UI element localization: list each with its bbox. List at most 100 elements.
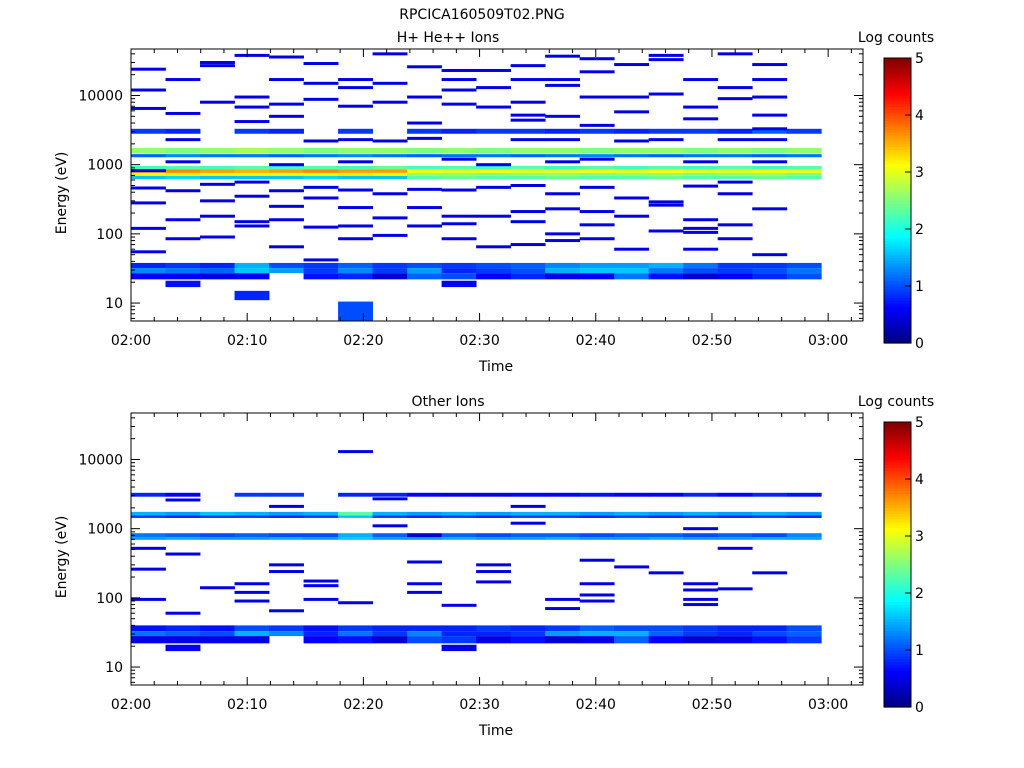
heatmap-cell [510,515,546,518]
colorbar-segment [884,132,911,136]
heatmap-cell [269,563,304,567]
colorbar-segment [884,217,911,222]
heatmap-cell [407,625,443,632]
heatmap-cell [165,165,201,170]
colorbar-tick-label: 3 [915,165,924,181]
colorbar-segment [884,203,911,207]
heatmap-cell [269,625,304,632]
heatmap-cell [441,128,477,134]
heatmap-cell [441,68,477,72]
heatmap-cell [131,67,166,71]
heatmap-cell [510,147,546,154]
colorbar-segment [884,237,911,241]
heatmap-cell [234,194,270,198]
heatmap-cell [786,268,822,274]
heatmap-cell [683,515,719,518]
heatmap-cell [614,63,650,67]
heatmap-cell [234,636,270,644]
heatmap-cell [234,268,270,274]
heatmap-cell [303,147,339,154]
heatmap-cell [303,584,339,588]
heatmap-cell [579,599,615,603]
heatmap-cell [407,172,443,176]
heatmap-cell [545,492,581,497]
heatmap-cell [200,182,235,186]
heatmap-cell [269,268,304,274]
heatmap-cell [303,258,339,262]
heatmap-cell [614,565,650,569]
heatmap-cell [510,220,546,224]
heatmap-cell [338,537,373,540]
heatmap-cell [407,273,443,280]
heatmap-cell [510,169,546,173]
colorbar-segment [884,484,911,489]
heatmap-cell [441,102,477,106]
heatmap-cell [786,533,822,538]
x-axis-label: Time [478,359,513,375]
heatmap-cell [131,537,166,540]
colorbar-segment [884,197,911,202]
colorbar-segment [884,211,911,216]
heatmap-cell [752,113,788,117]
heatmap-cell [407,65,443,69]
heatmap-cell [545,83,581,87]
colorbar-segment [884,627,911,631]
heatmap-cell [165,498,201,502]
heatmap-cell [579,515,615,518]
heatmap-cell [303,636,339,644]
colorbar-segment [884,75,911,79]
heatmap-cell [407,590,443,594]
heatmap-cell [131,533,166,538]
colorbar-segment [884,573,911,577]
heatmap-cell [303,511,339,516]
heatmap-cell [441,625,477,632]
x-tick-label: 03:00 [808,333,848,349]
heatmap-cell [717,636,753,644]
heatmap-cell [614,175,650,180]
heatmap-cell [614,128,650,134]
heatmap-cell [407,262,443,269]
colorbar-segment [884,123,911,127]
heatmap-cell [338,273,373,280]
heatmap-cell [131,268,166,274]
heatmap-cell [338,104,373,108]
heatmap-cell [407,560,443,564]
colorbar-segment [884,598,911,603]
heatmap-cell [338,172,373,176]
heatmap-cell [648,200,684,204]
colorbar-segment [884,547,911,551]
heatmap-cell [338,154,373,158]
heatmap-cell [510,165,546,170]
heatmap-cell [441,237,477,241]
heatmap-cell [131,88,166,92]
heatmap-cell [234,625,270,632]
colorbar-segment [884,684,911,688]
colorbar-segment [884,447,911,452]
heatmap-cell [200,262,235,269]
heatmap-cell [269,609,304,613]
heatmap-cell [234,273,270,280]
heatmap-cell [786,515,822,518]
colorbar-segment [884,320,911,324]
heatmap-cell [338,492,373,497]
heatmap-cell [234,105,270,109]
heatmap-cell [579,237,615,241]
heatmap-cell [407,492,443,497]
colorbar-segment [884,115,911,119]
heatmap-cell [510,262,546,269]
heatmap-cell [476,273,512,280]
heatmap-cell [269,262,304,269]
heatmap-cell [476,625,512,632]
heatmap-cell [338,128,373,134]
heatmap-cell [752,175,788,180]
heatmap-cell [752,165,788,170]
heatmap-cell [269,128,304,134]
heatmap-cell [476,214,512,218]
heatmap-cell [372,636,408,644]
colorbar-segment [884,229,911,233]
heatmap-cell [200,147,235,154]
heatmap-cell [545,607,581,611]
heatmap-cell [441,644,477,652]
colorbar-segment [884,80,911,85]
colorbar-segment [884,277,911,281]
